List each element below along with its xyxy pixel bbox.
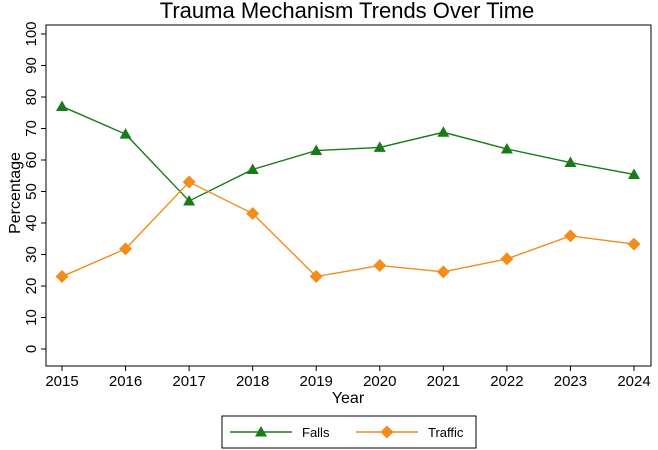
legend: Falls Traffic bbox=[221, 415, 477, 449]
series-falls-line bbox=[61, 105, 635, 202]
y-tick-label: 0 bbox=[23, 345, 40, 353]
x-tick-label: 2015 bbox=[45, 373, 78, 390]
y-tick-label: 100 bbox=[23, 21, 40, 46]
series-falls-point bbox=[246, 163, 259, 174]
y-tick-label: 80 bbox=[23, 89, 40, 106]
plot-frame bbox=[45, 24, 652, 367]
x-axis-label: Year bbox=[332, 390, 365, 407]
x-tick-label: 2023 bbox=[554, 373, 587, 390]
series-traffic-point bbox=[119, 242, 133, 256]
x-tick-label: 2016 bbox=[109, 373, 142, 390]
x-tick-label: 2024 bbox=[617, 373, 650, 390]
x-tick-label: 2019 bbox=[300, 373, 333, 390]
series-falls-point bbox=[564, 156, 577, 168]
series-traffic-point bbox=[373, 259, 387, 273]
series-traffic-point bbox=[436, 265, 450, 279]
legend-falls-marker bbox=[255, 426, 267, 437]
y-tick-label: 50 bbox=[23, 183, 40, 200]
x-tick-label: 2017 bbox=[172, 373, 205, 390]
legend-frame bbox=[221, 415, 477, 449]
series-falls-point bbox=[183, 194, 196, 206]
y-tick-label: 10 bbox=[23, 309, 40, 326]
series-falls-point bbox=[437, 126, 450, 137]
series-falls-point bbox=[310, 144, 323, 156]
series-falls-point bbox=[56, 100, 68, 111]
y-tick-label: 70 bbox=[23, 120, 40, 137]
series-traffic-point bbox=[627, 237, 641, 251]
legend-traffic-label: Traffic bbox=[428, 425, 464, 440]
series-traffic bbox=[55, 175, 641, 284]
series-traffic-point bbox=[182, 175, 196, 189]
x-tick-label: 2018 bbox=[236, 373, 269, 390]
series-falls bbox=[56, 100, 640, 206]
series-traffic-point bbox=[246, 207, 260, 221]
series-traffic-point bbox=[500, 252, 514, 266]
legend-falls-label: Falls bbox=[302, 425, 330, 440]
y-tick-label: 30 bbox=[23, 246, 40, 263]
x-tick-label: 2022 bbox=[490, 373, 523, 390]
y-tick-label: 20 bbox=[23, 278, 40, 295]
series-falls-point bbox=[119, 128, 132, 139]
series-falls-point bbox=[628, 168, 640, 179]
series-traffic-point bbox=[55, 270, 69, 284]
series-traffic-line bbox=[61, 181, 635, 278]
series-falls-point bbox=[373, 141, 386, 152]
x-axis: 2015 2016 2017 2018 2019 2020 2021 2022 2023 2024 bbox=[45, 366, 651, 390]
legend-traffic-marker bbox=[380, 425, 394, 439]
series-layer bbox=[55, 100, 641, 284]
x-tick-label: 2020 bbox=[363, 373, 396, 390]
series-traffic-point bbox=[563, 229, 577, 243]
y-axis: 0 10 20 30 40 50 60 70 80 90 100 bbox=[23, 21, 46, 353]
chart-title: Trauma Mechanism Trends Over Time bbox=[160, 0, 535, 23]
series-traffic-point bbox=[309, 270, 323, 284]
y-axis-label: Percentage bbox=[7, 152, 24, 234]
y-tick-label: 60 bbox=[23, 152, 40, 169]
y-tick-label: 90 bbox=[23, 57, 40, 74]
x-tick-label: 2021 bbox=[427, 373, 460, 390]
y-tick-label: 40 bbox=[23, 215, 40, 232]
series-falls-point bbox=[500, 142, 513, 154]
